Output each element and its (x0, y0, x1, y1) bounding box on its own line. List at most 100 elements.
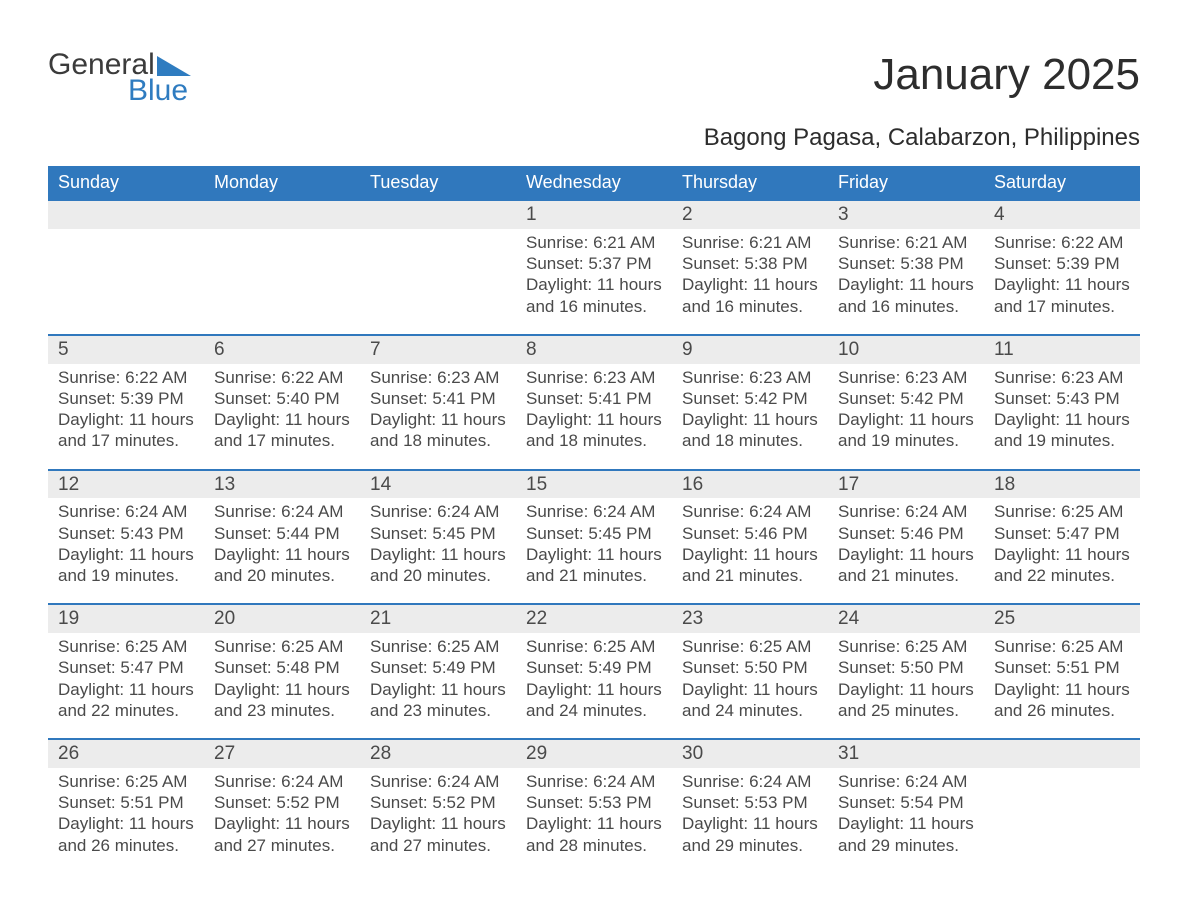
day-details-cell (360, 229, 516, 320)
sunrise-text: Sunrise: 6:25 AM (994, 636, 1130, 657)
day-number-cell: 26 (48, 740, 204, 768)
daylight-text: Daylight: 11 hours and 18 minutes. (526, 409, 662, 452)
day-details-cell: Sunrise: 6:24 AMSunset: 5:52 PMDaylight:… (360, 768, 516, 859)
sunset-text: Sunset: 5:54 PM (838, 792, 974, 813)
daylight-text: Daylight: 11 hours and 17 minutes. (214, 409, 350, 452)
sunrise-text: Sunrise: 6:22 AM (58, 367, 194, 388)
day-number-row: 12131415161718 (48, 471, 1140, 499)
day-number-cell: 19 (48, 605, 204, 633)
day-details-cell: Sunrise: 6:22 AMSunset: 5:39 PMDaylight:… (984, 229, 1140, 320)
day-number-cell: 2 (672, 201, 828, 229)
sunset-text: Sunset: 5:45 PM (526, 523, 662, 544)
calendar-header-cell: Saturday (984, 166, 1140, 199)
day-details-cell: Sunrise: 6:25 AMSunset: 5:47 PMDaylight:… (984, 498, 1140, 589)
day-details-cell: Sunrise: 6:23 AMSunset: 5:42 PMDaylight:… (828, 364, 984, 455)
daylight-text: Daylight: 11 hours and 16 minutes. (526, 274, 662, 317)
logo-triangle-icon (157, 54, 191, 76)
calendar-header-cell: Wednesday (516, 166, 672, 199)
sunset-text: Sunset: 5:41 PM (370, 388, 506, 409)
page-title: January 2025 (873, 50, 1140, 100)
day-details-cell: Sunrise: 6:25 AMSunset: 5:49 PMDaylight:… (360, 633, 516, 724)
day-number-cell: 18 (984, 471, 1140, 499)
sunset-text: Sunset: 5:46 PM (682, 523, 818, 544)
sunrise-text: Sunrise: 6:25 AM (526, 636, 662, 657)
day-details-cell: Sunrise: 6:24 AMSunset: 5:45 PMDaylight:… (360, 498, 516, 589)
day-details-row: Sunrise: 6:25 AM Sunset: 5:47 PMDaylight:… (48, 633, 1140, 738)
sunrise-text: Sunrise: 6:24 AM (370, 501, 506, 522)
day-details-cell: Sunrise: 6:21 AMSunset: 5:37 PMDaylight:… (516, 229, 672, 320)
day-number-cell: 12 (48, 471, 204, 499)
day-details-cell: Sunrise: 6:25 AMSunset: 5:50 PMDaylight:… (672, 633, 828, 724)
day-details-cell: Sunrise: 6:23 AMSunset: 5:41 PMDaylight:… (360, 364, 516, 455)
sunrise-text: Sunrise: 6:23 AM (370, 367, 506, 388)
sunrise-text: Sunrise: 6:24 AM (58, 501, 194, 522)
day-details-cell: Sunrise: 6:25 AMSunset: 5:47 PMDaylight:… (48, 633, 204, 724)
sunset-text: Sunset: 5:51 PM (994, 657, 1130, 678)
daylight-text: Daylight: 11 hours and 22 minutes. (58, 679, 194, 722)
daylight-text: Daylight: 11 hours and 19 minutes. (994, 409, 1130, 452)
sunrise-text: Sunrise: 6:24 AM (214, 501, 350, 522)
day-number-cell: 5 (48, 336, 204, 364)
sunrise-text: Sunrise: 6:24 AM (526, 501, 662, 522)
sunset-text: Sunset: 5:47 PM (58, 657, 194, 678)
sunset-text: Sunset: 5:52 PM (214, 792, 350, 813)
sunset-text: Sunset: 5:50 PM (838, 657, 974, 678)
day-number-cell: 25 (984, 605, 1140, 633)
logo-text-blue: Blue (48, 76, 191, 106)
sunrise-text: Sunrise: 6:24 AM (214, 771, 350, 792)
sunrise-text: Sunrise: 6:24 AM (682, 771, 818, 792)
day-number-cell: 30 (672, 740, 828, 768)
daylight-text: Daylight: 11 hours and 28 minutes. (526, 813, 662, 856)
day-number-cell: 7 (360, 336, 516, 364)
logo: General Blue (48, 50, 191, 106)
day-details-cell: Sunrise: 6:24 AMSunset: 5:46 PMDaylight:… (672, 498, 828, 589)
day-number-cell: 21 (360, 605, 516, 633)
calendar-header-row: SundayMondayTuesdayWednesdayThursdayFrid… (48, 166, 1140, 199)
sunset-text: Sunset: 5:44 PM (214, 523, 350, 544)
day-details-cell: Sunrise: 6:21 AMSunset: 5:38 PMDaylight:… (672, 229, 828, 320)
day-number-cell: 23 (672, 605, 828, 633)
sunrise-text: Sunrise: 6:24 AM (682, 501, 818, 522)
daylight-text: Daylight: 11 hours and 16 minutes. (838, 274, 974, 317)
daylight-text: Daylight: 11 hours and 27 minutes. (370, 813, 506, 856)
day-number-cell: 31 (828, 740, 984, 768)
sunrise-text: Sunrise: 6:24 AM (526, 771, 662, 792)
sunrise-text: Sunrise: 6:23 AM (838, 367, 974, 388)
day-number-cell: 16 (672, 471, 828, 499)
day-details-cell: Sunrise: 6:25 AMSunset: 5:48 PMDaylight:… (204, 633, 360, 724)
calendar-header-cell: Monday (204, 166, 360, 199)
daylight-text: Daylight: 11 hours and 18 minutes. (682, 409, 818, 452)
sunset-text: Sunset: 5:38 PM (838, 253, 974, 274)
day-details-cell: Sunrise: 6:24 AMSunset: 5:53 PMDaylight:… (516, 768, 672, 859)
day-details-row: Sunrise: 6:21 AMSunset: 5:37 PMDaylight:… (48, 229, 1140, 334)
sunset-text: Sunset: 5:41 PM (526, 388, 662, 409)
day-details-cell: Sunrise: 6:25 AMSunset: 5:50 PMDaylight:… (828, 633, 984, 724)
day-number-cell: 6 (204, 336, 360, 364)
sunset-text: Sunset: 5:37 PM (526, 253, 662, 274)
day-number-cell: 14 (360, 471, 516, 499)
day-details-cell: Sunrise: 6:21 AMSunset: 5:38 PMDaylight:… (828, 229, 984, 320)
daylight-text: Daylight: 11 hours and 16 minutes. (682, 274, 818, 317)
calendar-body: 1234Sunrise: 6:21 AMSunset: 5:37 PMDayli… (48, 199, 1140, 873)
sunrise-text: Sunrise: 6:21 AM (838, 232, 974, 253)
calendar-header-cell: Sunday (48, 166, 204, 199)
sunrise-text: Sunrise: 6:23 AM (682, 367, 818, 388)
day-details-cell: Sunrise: 6:24 AMSunset: 5:46 PMDaylight:… (828, 498, 984, 589)
calendar-header-cell: Friday (828, 166, 984, 199)
day-number-cell: 22 (516, 605, 672, 633)
sunset-text: Sunset: 5:53 PM (682, 792, 818, 813)
sunset-text: Sunset: 5:49 PM (370, 657, 506, 678)
calendar-week: 12131415161718Sunrise: 6:24 AMSunset: 5:… (48, 469, 1140, 604)
calendar-header-cell: Tuesday (360, 166, 516, 199)
daylight-text: Daylight: 11 hours and 21 minutes. (682, 544, 818, 587)
day-details-cell: Sunrise: 6:24 AMSunset: 5:54 PMDaylight:… (828, 768, 984, 859)
daylight-text: Daylight: 11 hours and 21 minutes. (838, 544, 974, 587)
sunset-text: Sunset: 5:49 PM (526, 657, 662, 678)
daylight-text: Daylight: 11 hours and 26 minutes. (58, 813, 194, 856)
day-number-cell: 10 (828, 336, 984, 364)
daylight-text: Daylight: 11 hours and 27 minutes. (214, 813, 350, 856)
daylight-text: Daylight: 11 hours and 20 minutes. (370, 544, 506, 587)
sunset-text: Sunset: 5:43 PM (58, 523, 194, 544)
calendar-week: 1234Sunrise: 6:21 AMSunset: 5:37 PMDayli… (48, 199, 1140, 334)
sunrise-text: Sunrise: 6:21 AM (526, 232, 662, 253)
